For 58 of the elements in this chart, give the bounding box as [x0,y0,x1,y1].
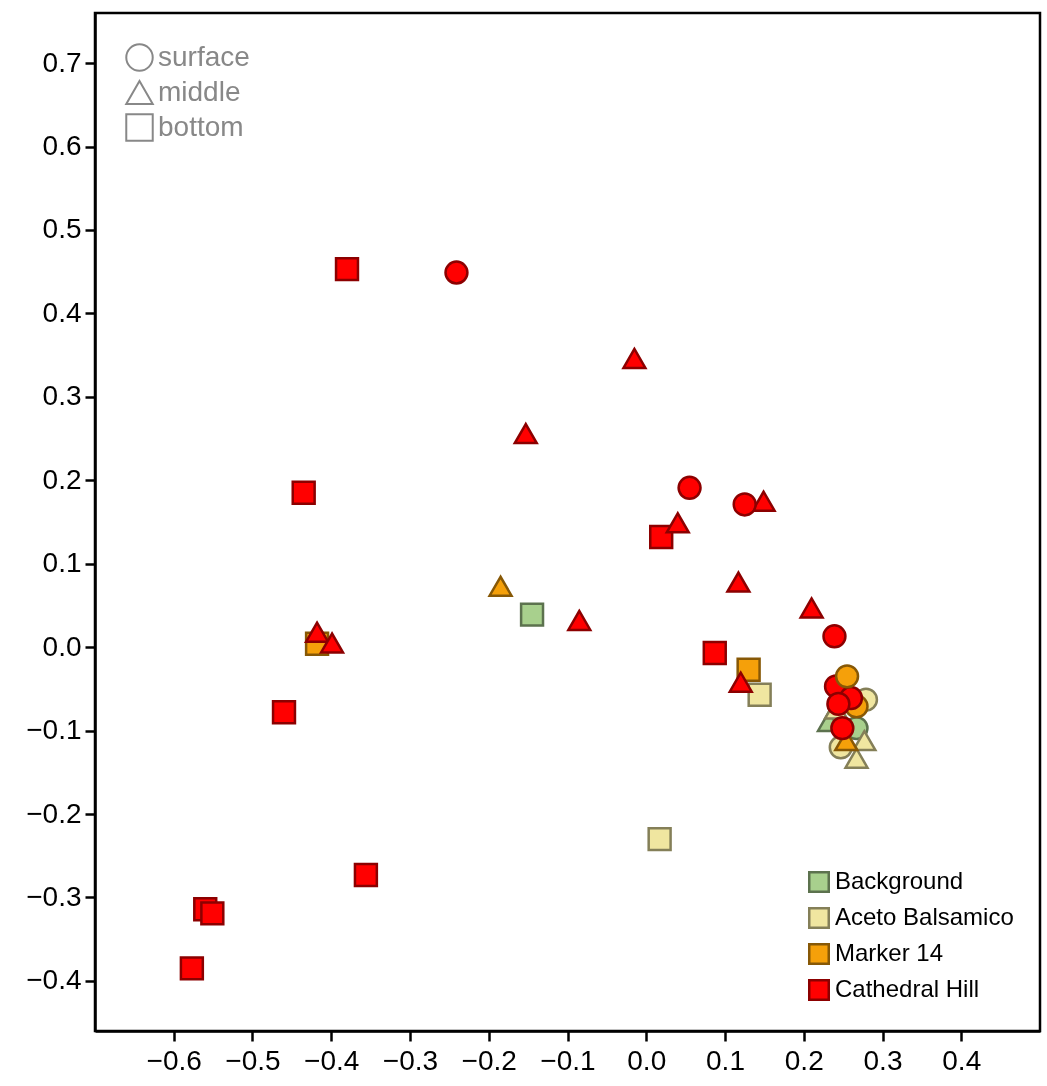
annotation: bottom [158,110,244,142]
point [319,632,345,654]
point [834,664,860,689]
y-tick-label: −0.3 [26,880,82,912]
point [519,602,545,627]
point [822,624,847,649]
point [622,347,647,370]
point [179,956,205,981]
annotation: surface [158,40,250,72]
y-tick-label: 0.7 [42,46,82,78]
point [830,715,855,741]
legend-label: Cathedral Hill [835,975,980,1002]
point [513,422,538,445]
point [677,475,702,500]
legend-label: Marker 14 [835,939,944,966]
x-tick-label: 0.2 [784,1044,824,1076]
legend-label: Aceto Balsamico [835,903,1014,930]
x-tick-label: −0.1 [540,1044,596,1076]
point [728,671,753,693]
y-tick-label: −0.2 [26,797,82,829]
point [200,901,225,926]
x-tick-label: 0.1 [706,1044,745,1076]
y-tick-label: 0.3 [42,380,82,412]
point [852,729,877,752]
x-tick-label: 0.4 [942,1044,982,1076]
point [665,512,690,534]
x-tick-label: −0.6 [146,1044,202,1076]
point [702,640,727,666]
point [444,260,469,285]
point [304,621,330,643]
point [291,480,316,505]
point [271,700,297,725]
point [488,575,513,597]
x-tick-label: −0.3 [382,1044,439,1076]
x-tick-label: −0.5 [225,1044,281,1076]
y-tick-label: 0.6 [42,130,82,162]
x-tick-label: −0.2 [461,1044,517,1076]
x-tick-label: 0.0 [627,1044,667,1076]
point [353,862,379,888]
x-tick-label: 0.3 [863,1044,903,1076]
point [826,691,851,717]
point [647,826,672,852]
y-tick-label: −0.1 [26,714,82,746]
x-tick-label: −0.4 [304,1044,360,1076]
y-tick-label: 0.0 [42,630,82,662]
point [334,256,360,282]
point [567,609,592,632]
y-tick-label: −0.4 [26,964,82,996]
point [732,492,757,517]
point [747,682,772,707]
point [726,571,751,593]
y-tick-label: 0.5 [42,213,82,245]
y-tick-label: 0.1 [42,547,82,579]
annotation: middle [158,75,241,107]
point [799,597,824,619]
y-tick-label: 0.4 [42,296,82,328]
legend-label: Background [835,867,964,894]
y-tick-label: 0.2 [42,463,82,495]
